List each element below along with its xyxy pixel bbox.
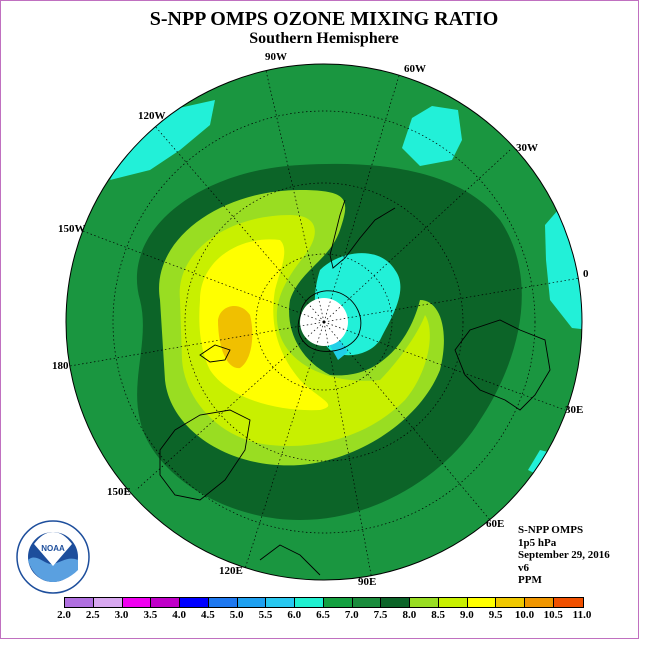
colorbar-labels: 2.0 2.5 3.0 3.5 4.0 4.5 5.0 5.5 6.0 6.5 7.0 7.5 8.0 8… (0, 609, 648, 623)
colorbar-tick-label: 2.0 (57, 609, 71, 621)
south-pole-marker (322, 320, 326, 324)
colorbar-tick-label: 8.0 (402, 609, 417, 621)
field-6-0-patch-120w (110, 100, 215, 180)
colorbar-tick-label: 7.0 (344, 609, 359, 621)
field-9-0 (218, 305, 253, 369)
lon-label-30w: 30W (516, 142, 538, 154)
colorbar-tick-label: 5.5 (258, 609, 273, 621)
lon-label-150w: 150W (58, 223, 86, 235)
lon-label-90w: 90W (265, 51, 287, 63)
colorbar-swatch (122, 598, 152, 607)
colorbar-swatch (323, 598, 353, 607)
lon-label-60e: 60E (486, 518, 505, 530)
colorbar-tick-label: 10.0 (514, 609, 535, 621)
figure-subtitle: Southern Hemisphere (249, 30, 399, 47)
map-border (65, 63, 583, 581)
colorbar-tick-label: 2.5 (85, 609, 100, 621)
colorbar-tick-label: 3.5 (143, 609, 158, 621)
graticule (69, 64, 581, 580)
colorbar-swatch (352, 598, 382, 607)
lon-label-0: 0 (583, 268, 589, 280)
colorbar-swatch (381, 598, 411, 607)
lon-label-150e: 150E (107, 486, 131, 498)
colorbar-tick-label: 3.0 (114, 609, 129, 621)
colorbar-swatch (467, 598, 497, 607)
info-units: PPM (518, 574, 542, 587)
info-date: September 29, 2016 (518, 549, 610, 562)
colorbar-swatch (208, 598, 238, 607)
colorbar-swatch (151, 598, 181, 607)
colorbar-tick-label: 6.0 (287, 609, 302, 621)
info-block: S-NPP OMPS 1p5 hPa September 29, 2016 v6… (518, 524, 610, 587)
noaa-logo: NOAA (16, 520, 90, 594)
info-instrument: S-NPP OMPS (518, 524, 584, 536)
lon-label-180: 180 (52, 360, 69, 372)
field-8-5 (199, 239, 329, 411)
colorbar-tick-label: 5.0 (229, 609, 244, 621)
colorbar-swatch (295, 598, 324, 607)
colorbar-swatch (438, 598, 468, 607)
colorbar-swatch (93, 598, 123, 607)
colorbar-swatch (65, 598, 94, 607)
colorbar-tick-label: 4.5 (201, 609, 215, 621)
lon-label-120e: 120E (219, 565, 243, 577)
lon-label-60w: 60W (404, 63, 426, 75)
colorbar-tick-label: 6.5 (316, 609, 330, 621)
colorbar-tick-label: 11.0 (572, 609, 592, 621)
colorbar-tick-label: 9.5 (488, 609, 503, 621)
colorbar-swatch (410, 598, 439, 607)
colorbar-tick-label: 8.5 (431, 609, 445, 621)
info-level: 1p5 hPa (518, 536, 557, 549)
field-6-0-patch-60w (402, 106, 462, 166)
lon-label-30e: 30E (565, 404, 584, 416)
figure-title: S-NPP OMPS OZONE MIXING RATIO (149, 8, 499, 30)
colorbar-swatch (237, 598, 267, 607)
colorbar-tick-label: 4.0 (172, 609, 186, 621)
info-version: v6 (518, 561, 529, 574)
colorbar-tick-label: 9.0 (460, 609, 474, 621)
colorbar (64, 597, 584, 608)
colorbar-swatch (266, 598, 296, 607)
colorbar-swatch (180, 598, 209, 607)
noaa-logo-text: NOAA (41, 544, 65, 553)
lon-label-90e: 90E (358, 576, 377, 588)
colorbar-swatch (525, 598, 555, 607)
figure-frame (0, 0, 639, 639)
colorbar-swatch (554, 598, 583, 607)
colorbar-swatch (496, 598, 526, 607)
colorbar-tick-label: 7.5 (373, 609, 388, 621)
colorbar-tick-label: 10.5 (543, 609, 563, 621)
lon-label-120w: 120W (138, 110, 166, 122)
coastlines (159, 199, 551, 576)
